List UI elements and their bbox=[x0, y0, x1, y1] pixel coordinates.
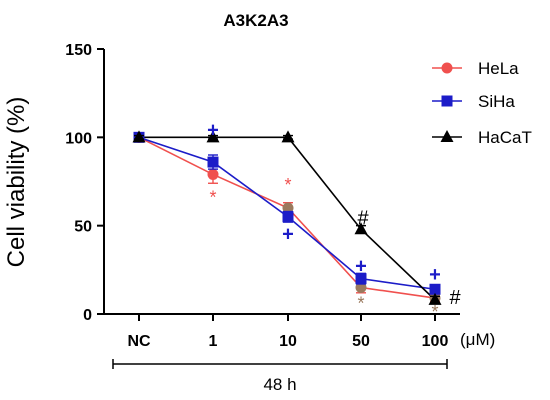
significance-mark: + bbox=[429, 264, 441, 286]
point-siha bbox=[355, 273, 367, 285]
y-tick-label: 50 bbox=[74, 219, 92, 236]
y-tick-label: 150 bbox=[65, 42, 92, 59]
legend-marker-hacat bbox=[440, 130, 454, 142]
point-hela bbox=[207, 168, 219, 180]
significance-mark: + bbox=[282, 224, 294, 246]
significance-mark: # bbox=[357, 208, 369, 230]
legend-marker-hela bbox=[441, 62, 453, 74]
point-hela bbox=[282, 202, 294, 214]
axes bbox=[103, 49, 460, 315]
chart-title: A3K2A3 bbox=[223, 11, 288, 30]
significance-mark: * bbox=[431, 302, 438, 322]
x-tick-label: 10 bbox=[279, 333, 297, 350]
point-siha bbox=[429, 283, 441, 295]
legend-label-hela: HeLa bbox=[478, 59, 519, 78]
significance-mark: + bbox=[355, 255, 367, 277]
x-tick-label: NC bbox=[127, 333, 151, 350]
point-hacat bbox=[281, 130, 295, 143]
point-siha bbox=[282, 211, 294, 223]
legend: HeLa SiHa HaCaT bbox=[432, 59, 532, 147]
x-tick-label: 1 bbox=[209, 333, 218, 350]
x-tick-label: 50 bbox=[352, 333, 370, 350]
annotations: * + * + # + * + # * bbox=[207, 119, 461, 322]
significance-mark: * bbox=[284, 175, 291, 195]
significance-mark: * bbox=[357, 293, 364, 313]
point-hela bbox=[355, 282, 367, 293]
point-hacat bbox=[428, 292, 442, 305]
x-tick-label: 100 bbox=[422, 333, 449, 350]
significance-mark: + bbox=[207, 119, 219, 141]
y-ticks: 0 50 100 150 bbox=[65, 42, 104, 324]
point-siha bbox=[207, 156, 219, 168]
point-hacat bbox=[354, 222, 368, 235]
point-hacat bbox=[132, 130, 146, 143]
point-hacat bbox=[206, 130, 220, 143]
time-bracket bbox=[112, 359, 448, 369]
y-tick-label: 0 bbox=[83, 307, 92, 324]
y-axis-label: Cell viability (%) bbox=[3, 97, 30, 268]
time-label: 48 h bbox=[263, 375, 296, 394]
significance-mark: # bbox=[449, 287, 461, 309]
y-tick-label: 100 bbox=[65, 130, 92, 147]
x-unit-label: (μM) bbox=[460, 330, 495, 349]
series-layer bbox=[132, 130, 442, 305]
x-ticks: NC 1 10 50 100 bbox=[127, 314, 448, 350]
legend-marker-siha bbox=[441, 95, 453, 107]
legend-label-hacat: HaCaT bbox=[478, 128, 532, 147]
significance-mark: * bbox=[209, 187, 216, 207]
legend-label-siha: SiHa bbox=[478, 92, 515, 111]
